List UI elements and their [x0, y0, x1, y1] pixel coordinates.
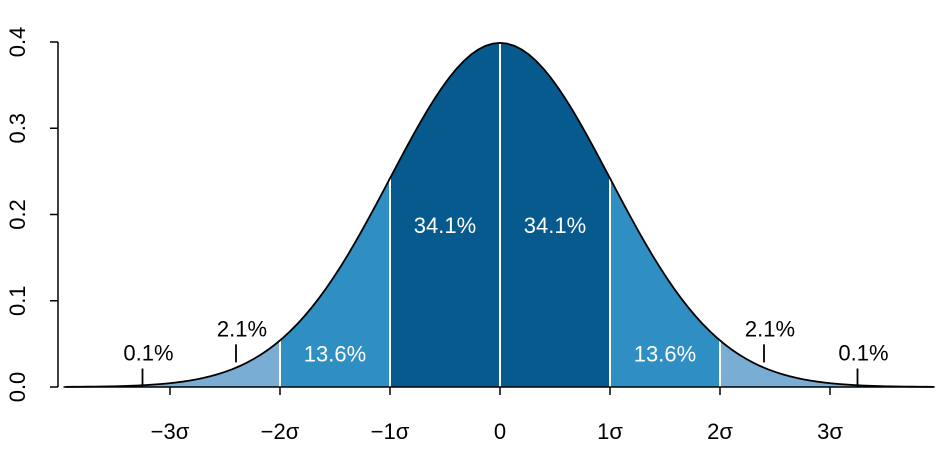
axes-layer: −3σ −2σ −1σ 0 1σ 2σ 3σ 0.0 0.1 0.2 0.3 0.4 [5, 27, 935, 444]
x-tick-label-0: −3σ [151, 419, 190, 444]
tail-label-3: 0.1% [838, 341, 888, 366]
band-4 [720, 340, 935, 387]
dividers-layer [279, 42, 721, 387]
x-tick-label-1: −2σ [261, 419, 300, 444]
curve-layer [65, 42, 935, 388]
tail-label-0: 0.1% [123, 341, 173, 366]
x-tick-label-4: 1σ [597, 419, 623, 444]
y-tick-label-3: 0.3 [5, 113, 30, 144]
x-tick-label-2: −1σ [371, 419, 410, 444]
y-tick-label-1: 0.1 [5, 285, 30, 316]
y-tick-label-4: 0.4 [5, 27, 30, 58]
tail-label-1: 2.1% [217, 316, 267, 341]
density-curve [65, 42, 935, 388]
region-label-1: 34.1% [414, 213, 476, 238]
x-tick-label-3: 0 [494, 419, 506, 444]
region-label-0: 13.6% [304, 341, 366, 366]
tail-label-2: 2.1% [745, 316, 795, 341]
x-tick-label-6: 3σ [817, 419, 843, 444]
labels-layer: 13.6% 34.1% 34.1% 13.6% 0.1% 2.1% 2.1% 0.1% [123, 213, 889, 387]
y-tick-label-2: 0.2 [5, 199, 30, 230]
y-tick-label-0: 0.0 [5, 372, 30, 403]
region-label-3: 13.6% [634, 341, 696, 366]
region-label-2: 34.1% [524, 213, 586, 238]
x-tick-label-5: 2σ [707, 419, 733, 444]
band-0 [65, 340, 280, 387]
